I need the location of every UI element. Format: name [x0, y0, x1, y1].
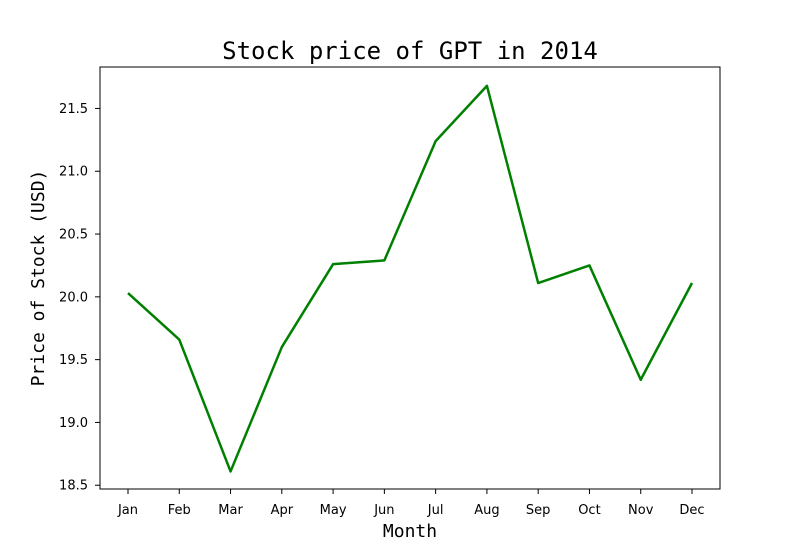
x-tick-label: Feb	[168, 503, 191, 518]
x-tick-label: Sep	[526, 503, 551, 518]
y-tick-label: 19.5	[59, 353, 88, 368]
y-axis-label: Price of Stock (USD)	[28, 170, 49, 387]
x-axis-label: Month	[383, 521, 437, 542]
x-tick-label: Jun	[373, 503, 394, 518]
y-tick-label: 21.5	[59, 102, 88, 117]
x-tick-label: Jul	[427, 503, 444, 518]
series-line	[127, 84, 694, 473]
x-axis: Jan Feb Mar Apr May Jun Jul Aug Sep Oct Nov Dec	[117, 489, 705, 518]
x-tick-label: Oct	[578, 503, 600, 518]
x-tick-label: Jan	[117, 503, 138, 518]
x-tick-label: Aug	[474, 503, 499, 518]
chart-title: Stock price of GPT in 2014	[222, 37, 598, 65]
y-axis: 18.5 19.0 19.5 20.0 20.5 21.0 21.5	[59, 102, 100, 494]
x-tick-label: Mar	[218, 503, 243, 518]
y-tick-label: 18.5	[59, 479, 88, 494]
x-tick-label: Apr	[271, 503, 294, 518]
plot-area	[127, 84, 694, 473]
plot-frame	[99, 66, 721, 490]
x-tick-label: Nov	[628, 503, 654, 518]
y-tick-label: 21.0	[59, 165, 88, 180]
x-tick-label: Dec	[679, 503, 704, 518]
x-tick-label: May	[320, 503, 347, 518]
y-tick-label: 20.5	[59, 228, 88, 243]
y-tick-label: 19.0	[59, 416, 88, 431]
y-tick-label: 20.0	[59, 290, 88, 305]
